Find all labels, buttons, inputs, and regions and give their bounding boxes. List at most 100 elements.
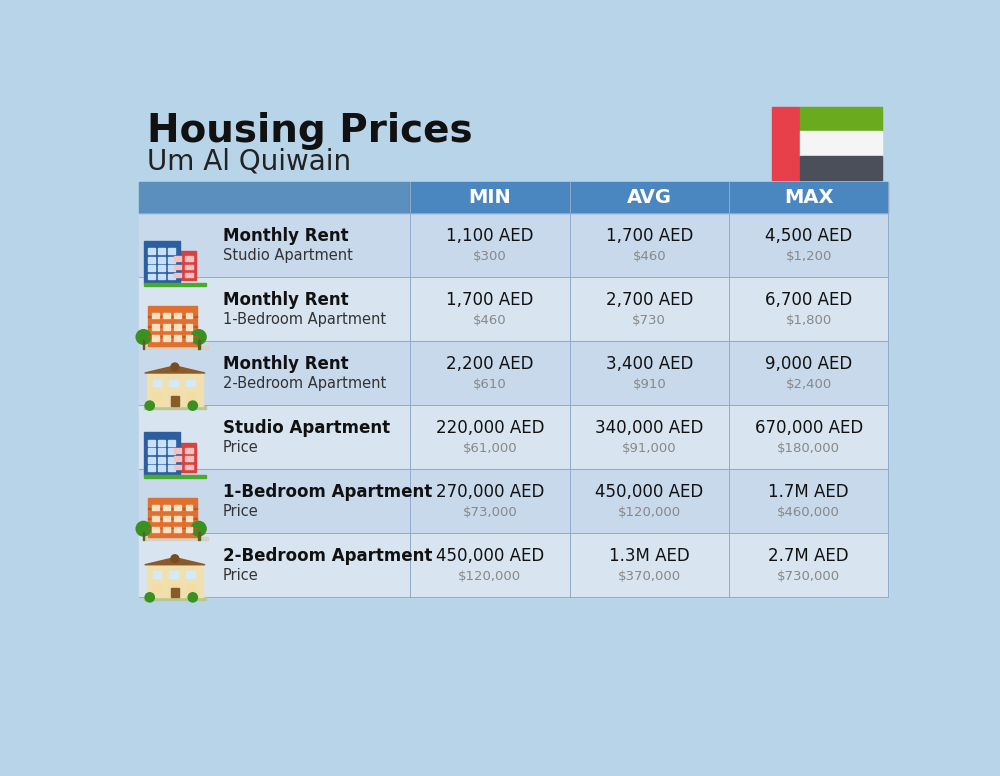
Circle shape	[145, 593, 154, 602]
Text: 6,700 AED: 6,700 AED	[765, 291, 852, 309]
Text: $120,000: $120,000	[458, 570, 521, 583]
Bar	[171, 587, 179, 598]
Text: $61,000: $61,000	[463, 442, 517, 455]
Bar	[570, 341, 729, 405]
Bar	[186, 516, 192, 521]
Bar	[174, 324, 181, 330]
Bar	[158, 449, 165, 455]
Bar	[168, 457, 175, 462]
Bar	[186, 393, 195, 400]
Bar	[168, 440, 175, 446]
Text: $460,000: $460,000	[777, 506, 840, 519]
Bar	[185, 273, 193, 277]
Bar	[139, 277, 215, 341]
Bar	[163, 324, 170, 330]
Bar	[186, 314, 192, 318]
Bar	[215, 341, 410, 405]
Bar	[168, 274, 175, 279]
Text: $180,000: $180,000	[777, 442, 840, 455]
Text: 1,100 AED: 1,100 AED	[446, 227, 534, 245]
Text: 1.7M AED: 1.7M AED	[768, 483, 849, 501]
Bar	[148, 248, 155, 255]
Text: Um Al Quiwain: Um Al Quiwain	[147, 147, 351, 176]
Bar	[410, 469, 570, 533]
Text: 3,400 AED: 3,400 AED	[606, 355, 693, 372]
Bar	[174, 527, 181, 532]
Bar	[148, 316, 197, 317]
Text: $300: $300	[473, 250, 507, 263]
Bar	[158, 257, 165, 262]
Text: 1-Bedroom Apartment: 1-Bedroom Apartment	[223, 313, 386, 327]
Text: $120,000: $120,000	[618, 506, 681, 519]
Bar	[158, 265, 165, 271]
Text: AVG: AVG	[627, 189, 672, 207]
Bar	[144, 241, 180, 283]
Circle shape	[191, 521, 206, 536]
Bar	[152, 516, 159, 521]
Bar	[410, 213, 570, 277]
Bar	[174, 335, 181, 341]
Text: $730,000: $730,000	[777, 570, 840, 583]
Circle shape	[191, 330, 206, 345]
Bar	[171, 396, 179, 406]
Text: 9,000 AED: 9,000 AED	[765, 355, 852, 372]
Bar	[186, 379, 195, 386]
Text: Studio Apartment: Studio Apartment	[223, 419, 390, 437]
Bar	[186, 571, 195, 578]
Bar	[152, 324, 159, 330]
Bar	[152, 314, 159, 318]
Bar	[144, 598, 206, 601]
Bar	[410, 277, 570, 341]
Bar	[143, 340, 144, 348]
Text: 450,000 AED: 450,000 AED	[595, 483, 703, 501]
Bar	[215, 469, 410, 533]
Text: Studio Apartment: Studio Apartment	[223, 248, 353, 264]
Bar	[153, 379, 161, 386]
Bar	[174, 273, 181, 277]
Bar	[729, 533, 888, 597]
Bar	[729, 213, 888, 277]
Text: 2,200 AED: 2,200 AED	[446, 355, 534, 372]
Bar	[186, 324, 192, 330]
Bar	[148, 508, 197, 509]
Text: 2,700 AED: 2,700 AED	[606, 291, 693, 309]
Bar	[729, 277, 888, 341]
Bar	[215, 405, 410, 469]
Text: $610: $610	[473, 378, 507, 391]
Circle shape	[171, 555, 179, 563]
Bar	[148, 326, 197, 327]
Bar	[800, 156, 882, 180]
Bar	[570, 277, 729, 341]
Bar	[186, 585, 195, 591]
Bar	[144, 406, 206, 409]
Bar	[139, 341, 215, 405]
Bar	[143, 345, 208, 348]
Text: MIN: MIN	[469, 189, 511, 207]
Text: $730: $730	[632, 314, 666, 327]
Text: 1,700 AED: 1,700 AED	[446, 291, 534, 309]
Bar	[410, 533, 570, 597]
Bar	[148, 257, 155, 262]
Bar	[143, 537, 208, 540]
Bar	[144, 432, 180, 475]
Bar	[800, 107, 882, 131]
Text: $73,000: $73,000	[463, 506, 517, 519]
Bar	[772, 107, 800, 180]
Text: MAX: MAX	[784, 189, 833, 207]
Bar	[410, 405, 570, 469]
Bar	[163, 516, 170, 521]
Bar	[148, 457, 155, 462]
Bar	[215, 213, 410, 277]
Bar	[143, 532, 144, 540]
Bar	[198, 340, 200, 348]
Bar	[139, 182, 215, 213]
Bar	[186, 335, 192, 341]
Bar	[174, 456, 181, 461]
Bar	[148, 307, 197, 345]
Text: $2,400: $2,400	[786, 378, 832, 391]
Text: 450,000 AED: 450,000 AED	[436, 546, 544, 564]
Polygon shape	[145, 365, 205, 373]
Bar	[169, 379, 178, 386]
Text: 1,700 AED: 1,700 AED	[606, 227, 693, 245]
Bar	[163, 314, 170, 318]
